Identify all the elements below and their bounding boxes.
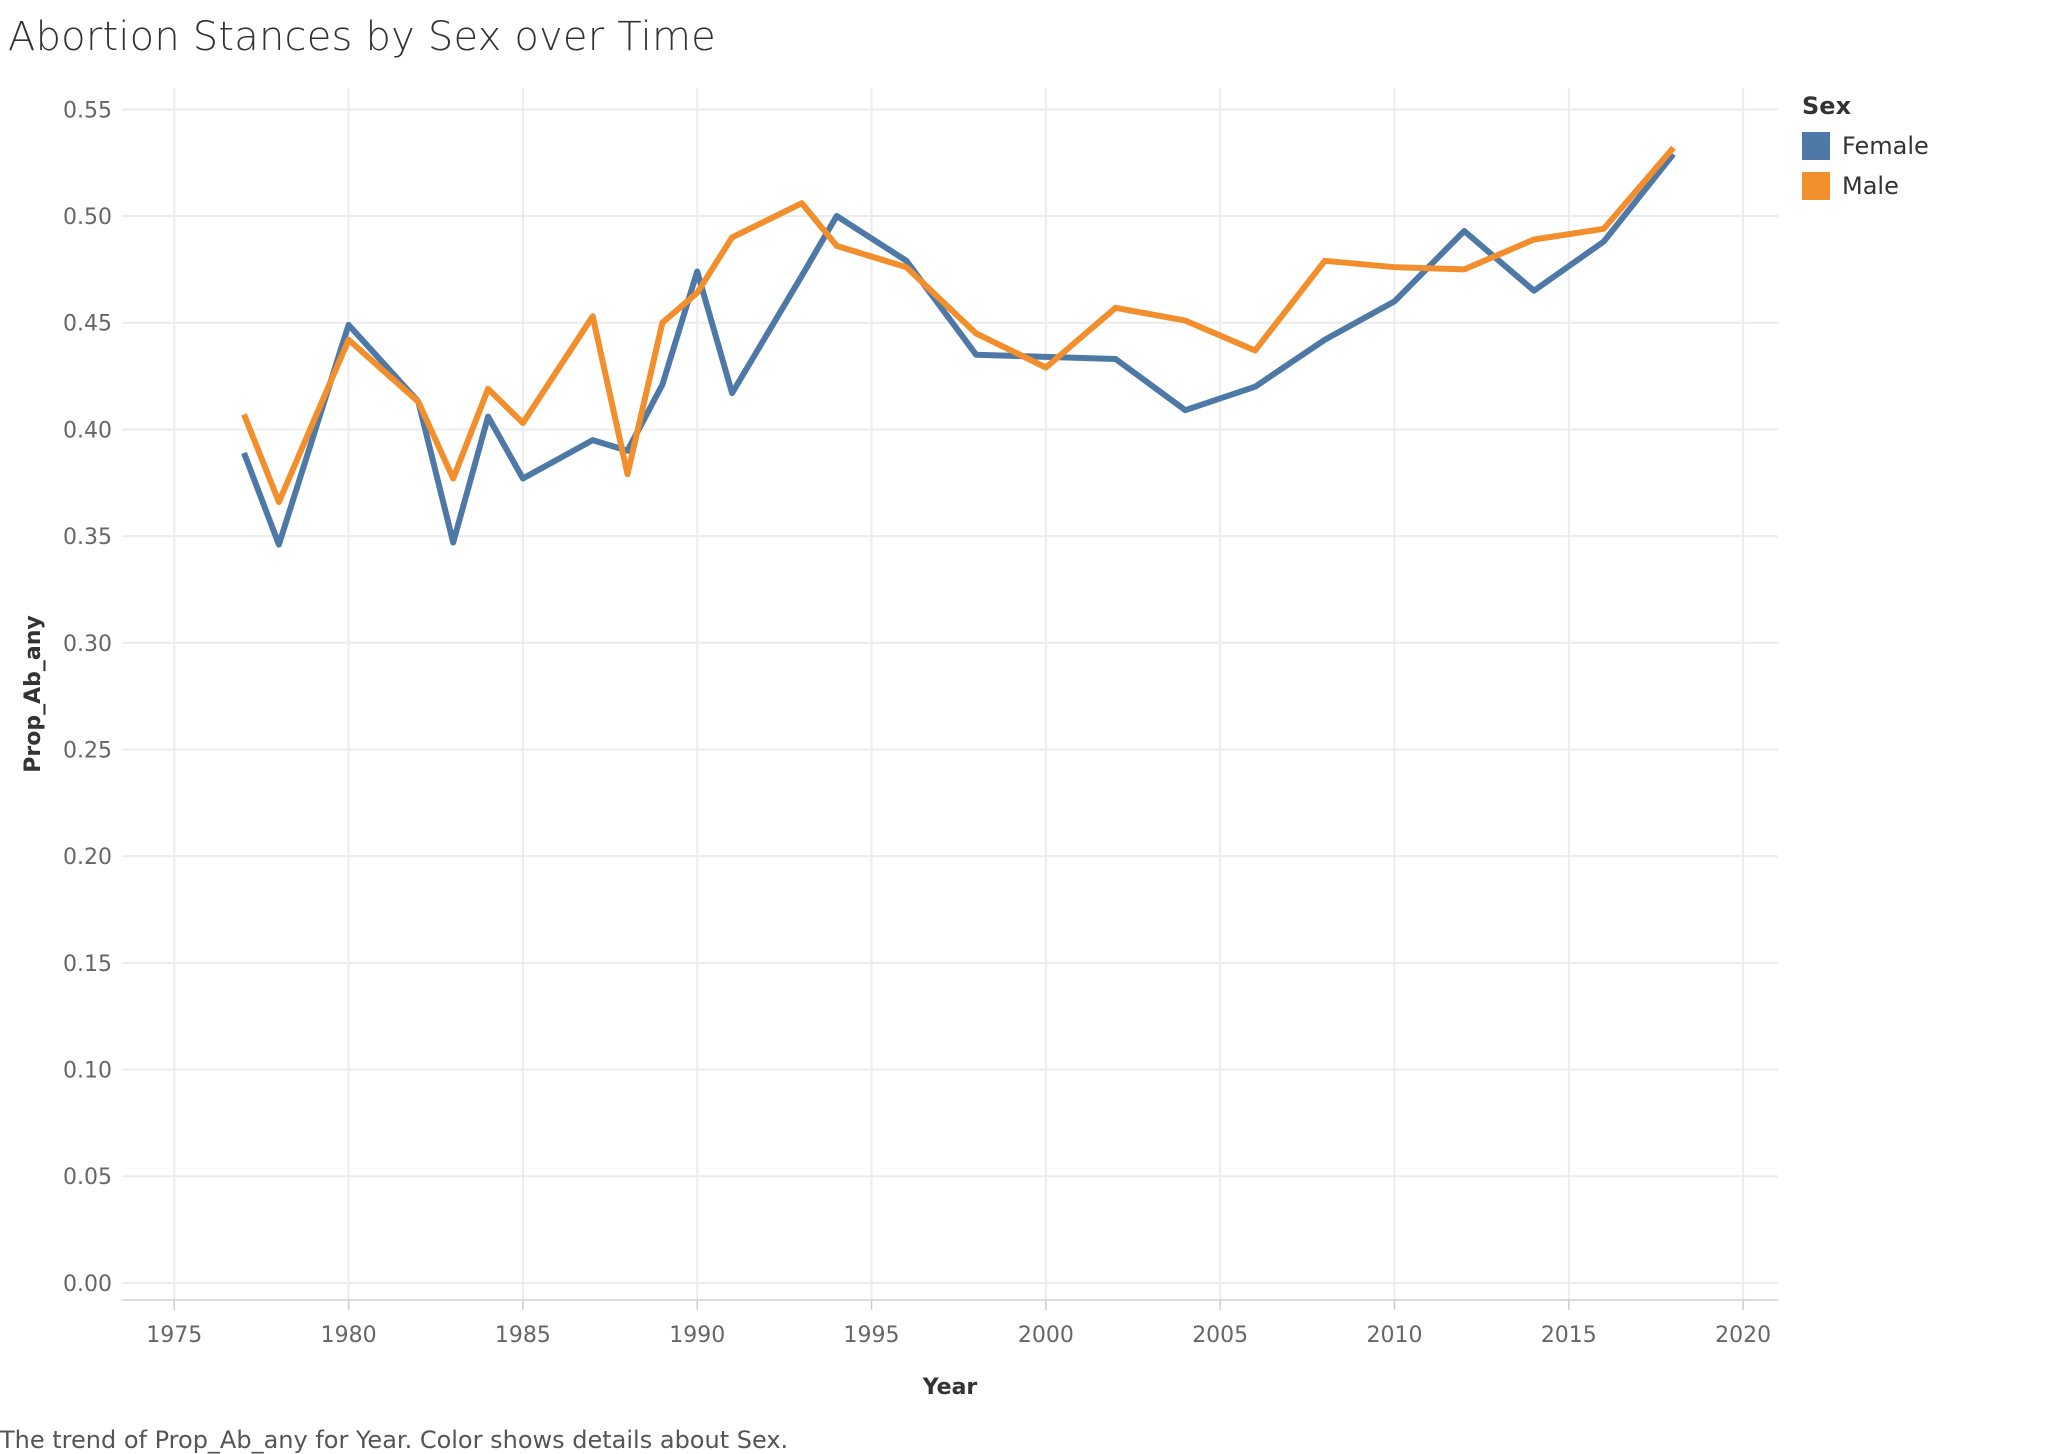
x-axis-title: Year (922, 1375, 978, 1400)
legend-item-male[interactable]: Male (1802, 166, 1929, 206)
x-tick-label: 2000 (1018, 1323, 1074, 1348)
y-tick-label: 0.40 (63, 418, 112, 443)
axes (122, 1299, 1778, 1310)
legend-title: Sex (1802, 92, 1852, 120)
y-tick-label: 0.25 (63, 738, 112, 763)
x-tick-label: 1980 (321, 1323, 377, 1348)
y-axis-title: Prop_Ab_any (21, 615, 46, 772)
y-tick-label: 0.45 (63, 312, 112, 337)
x-tick-label: 1990 (669, 1323, 725, 1348)
gridlines (122, 88, 1778, 1300)
y-tick-label: 0.00 (63, 1272, 112, 1297)
legend-swatch-male (1802, 172, 1830, 200)
legend-label-female: Female (1842, 132, 1929, 160)
y-tick-label: 0.05 (63, 1165, 112, 1190)
x-tick-label: 1975 (146, 1323, 202, 1348)
y-tick-label: 0.50 (63, 205, 112, 230)
y-tick-label: 0.55 (63, 98, 112, 123)
x-tick-label: 2015 (1541, 1323, 1597, 1348)
y-tick-label: 0.10 (63, 1059, 112, 1084)
x-tick-label: 1995 (844, 1323, 900, 1348)
x-tick-label: 2020 (1715, 1323, 1771, 1348)
series-line-female[interactable] (241, 152, 1676, 548)
y-tick-label: 0.30 (63, 632, 112, 657)
series-line-male[interactable] (241, 145, 1676, 505)
y-tick-label: 0.15 (63, 952, 112, 977)
x-tick-label: 2005 (1192, 1323, 1248, 1348)
y-tick-label: 0.20 (63, 845, 112, 870)
x-tick-label: 2010 (1367, 1323, 1423, 1348)
legend-label-male: Male (1842, 172, 1899, 200)
legend: Sex Female Male (1802, 92, 1929, 206)
tick-labels: 1975 1980 1985 1990 1995 2000 2005 2010 2015 2020… (63, 98, 1771, 1348)
y-tick-label: 0.35 (63, 525, 112, 550)
legend-swatch-female (1802, 132, 1830, 160)
chart-title: Abortion Stances by Sex over Time (8, 14, 716, 60)
chart-caption: The trend of Prop_Ab_any for Year. Color… (0, 1426, 789, 1454)
line-chart: 1975 1980 1985 1990 1995 2000 2005 2010 2015 2020… (21, 88, 1778, 1400)
legend-item-female[interactable]: Female (1802, 126, 1929, 166)
x-tick-label: 1985 (495, 1323, 551, 1348)
series-lines (241, 145, 1676, 548)
